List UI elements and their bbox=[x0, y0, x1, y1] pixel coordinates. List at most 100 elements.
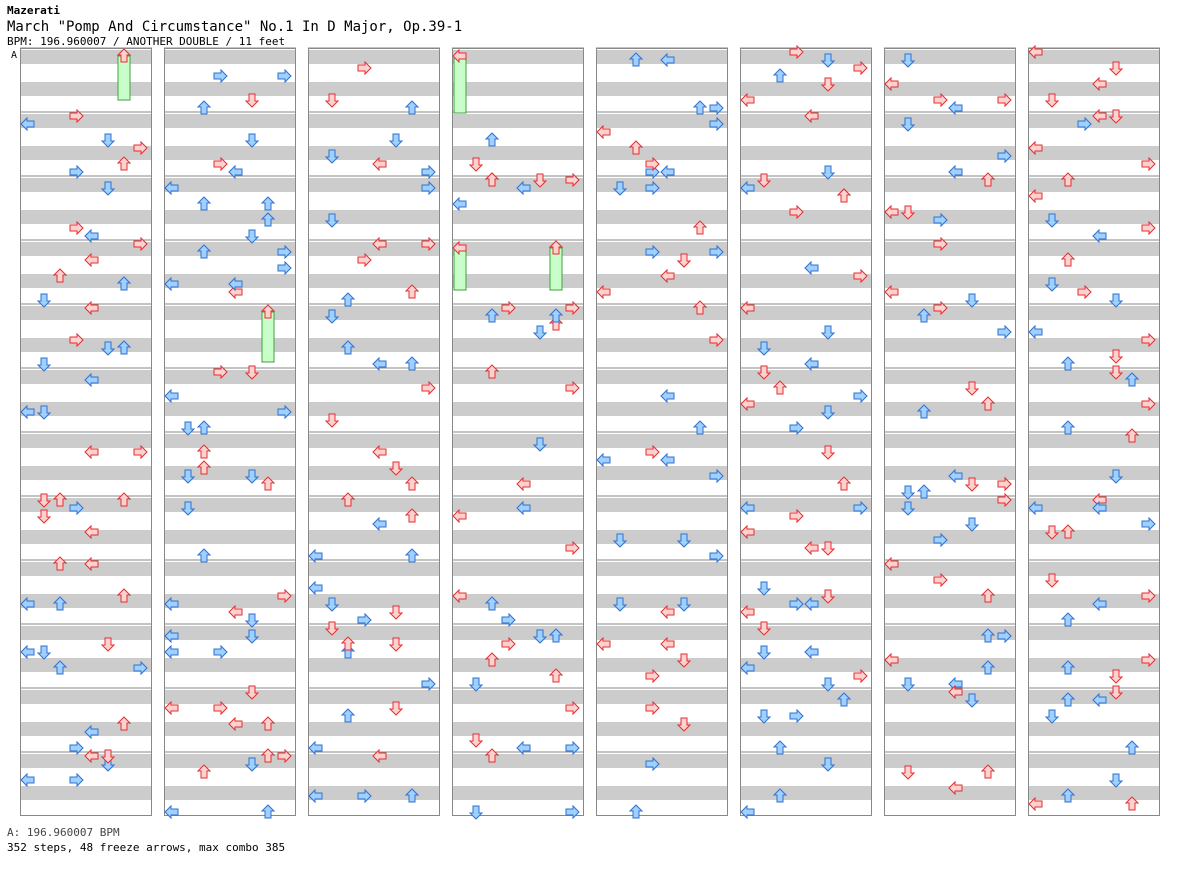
arrow-right-icon bbox=[133, 140, 148, 156]
arrow-left-icon bbox=[164, 644, 179, 660]
arrow-down-icon bbox=[900, 485, 916, 500]
arrow-left-icon bbox=[740, 804, 755, 820]
arrow-left-icon bbox=[1028, 500, 1043, 516]
beat-stripe bbox=[884, 274, 1016, 288]
beat-stripe bbox=[596, 594, 728, 608]
arrow-down-icon bbox=[324, 309, 340, 324]
beat-stripe bbox=[596, 786, 728, 800]
beat-stripe bbox=[452, 114, 584, 128]
arrow-down-icon bbox=[964, 517, 980, 532]
beat-stripe bbox=[1028, 402, 1160, 416]
arrow-up-icon bbox=[628, 52, 644, 67]
arrow-right-icon bbox=[501, 612, 516, 628]
arrow-up-icon bbox=[484, 748, 500, 763]
beat-stripe bbox=[308, 178, 440, 192]
arrow-down-icon bbox=[900, 205, 916, 220]
beat-stripe bbox=[596, 754, 728, 768]
beat-stripe bbox=[740, 626, 872, 640]
arrow-up-icon bbox=[340, 708, 356, 723]
arrow-down-icon bbox=[1044, 573, 1060, 588]
arrow-down-icon bbox=[244, 613, 260, 628]
arrow-up-icon bbox=[260, 476, 276, 491]
arrow-up-icon bbox=[1060, 692, 1076, 707]
beat-stripe bbox=[452, 466, 584, 480]
arrow-up-icon bbox=[548, 308, 564, 323]
arrow-down-icon bbox=[964, 693, 980, 708]
arrow-up-icon bbox=[980, 588, 996, 603]
chart-column bbox=[20, 47, 152, 816]
beat-stripe bbox=[596, 146, 728, 160]
arrow-right-icon bbox=[1141, 516, 1156, 532]
arrow-right-icon bbox=[69, 164, 84, 180]
arrow-down-icon bbox=[36, 493, 52, 508]
beat-stripe bbox=[740, 50, 872, 64]
beat-stripe bbox=[308, 274, 440, 288]
arrow-down-icon bbox=[1044, 525, 1060, 540]
arrow-down-icon bbox=[900, 765, 916, 780]
arrow-down-icon bbox=[964, 381, 980, 396]
beat-stripe bbox=[164, 242, 296, 256]
arrow-left-icon bbox=[164, 804, 179, 820]
arrow-left-icon bbox=[372, 356, 387, 372]
arrow-up-icon bbox=[548, 628, 564, 643]
arrow-left-icon bbox=[228, 604, 243, 620]
arrow-right-icon bbox=[645, 156, 660, 172]
arrow-up-icon bbox=[116, 48, 132, 63]
arrow-down-icon bbox=[1108, 685, 1124, 700]
arrow-left-icon bbox=[740, 604, 755, 620]
beat-stripe bbox=[1028, 210, 1160, 224]
beat-stripe bbox=[308, 210, 440, 224]
chart-column bbox=[884, 47, 1016, 816]
beat-stripe bbox=[740, 594, 872, 608]
arrow-left-icon bbox=[372, 748, 387, 764]
beat-stripe bbox=[20, 50, 152, 64]
arrow-down-icon bbox=[324, 621, 340, 636]
beat-stripe bbox=[1028, 722, 1160, 736]
beat-stripe bbox=[20, 690, 152, 704]
arrow-right-icon bbox=[277, 244, 292, 260]
beat-stripe bbox=[452, 562, 584, 576]
beat-stripe bbox=[452, 402, 584, 416]
arrow-down-icon bbox=[1108, 773, 1124, 788]
beat-stripe bbox=[884, 466, 1016, 480]
arrow-up-icon bbox=[52, 556, 68, 571]
arrow-up-icon bbox=[196, 548, 212, 563]
arrow-right-icon bbox=[69, 500, 84, 516]
arrow-left-icon bbox=[660, 388, 675, 404]
chart-info: BPM: 196.960007 / ANOTHER DOUBLE / 11 fe… bbox=[7, 35, 286, 48]
arrow-up-icon bbox=[404, 548, 420, 563]
arrow-down-icon bbox=[756, 581, 772, 596]
arrow-right-icon bbox=[789, 204, 804, 220]
arrow-left-icon bbox=[20, 772, 35, 788]
beat-stripe bbox=[20, 146, 152, 160]
arrow-up-icon bbox=[260, 716, 276, 731]
arrow-left-icon bbox=[228, 164, 243, 180]
beat-stripe bbox=[596, 690, 728, 704]
arrow-up-icon bbox=[196, 100, 212, 115]
arrow-left-icon bbox=[516, 740, 531, 756]
arrow-up-icon bbox=[1124, 372, 1140, 387]
beat-stripe bbox=[596, 114, 728, 128]
beat-stripe bbox=[164, 114, 296, 128]
beat-stripe bbox=[308, 242, 440, 256]
beat-stripe bbox=[740, 498, 872, 512]
arrow-left-icon bbox=[1028, 188, 1043, 204]
arrow-down-icon bbox=[180, 469, 196, 484]
arrow-left-icon bbox=[804, 540, 819, 556]
beat-stripe bbox=[740, 370, 872, 384]
arrow-down-icon bbox=[468, 157, 484, 172]
beat-stripe bbox=[740, 466, 872, 480]
arrow-right-icon bbox=[565, 380, 580, 396]
beat-stripe bbox=[308, 82, 440, 96]
beat-stripe bbox=[596, 274, 728, 288]
beat-stripe bbox=[740, 274, 872, 288]
arrow-up-icon bbox=[116, 156, 132, 171]
arrow-down-icon bbox=[756, 709, 772, 724]
arrow-right-icon bbox=[1141, 156, 1156, 172]
beat-stripe bbox=[308, 306, 440, 320]
arrow-down-icon bbox=[1044, 93, 1060, 108]
arrow-left-icon bbox=[308, 788, 323, 804]
arrow-down-icon bbox=[1108, 469, 1124, 484]
beat-stripe bbox=[164, 146, 296, 160]
beat-stripe bbox=[1028, 498, 1160, 512]
